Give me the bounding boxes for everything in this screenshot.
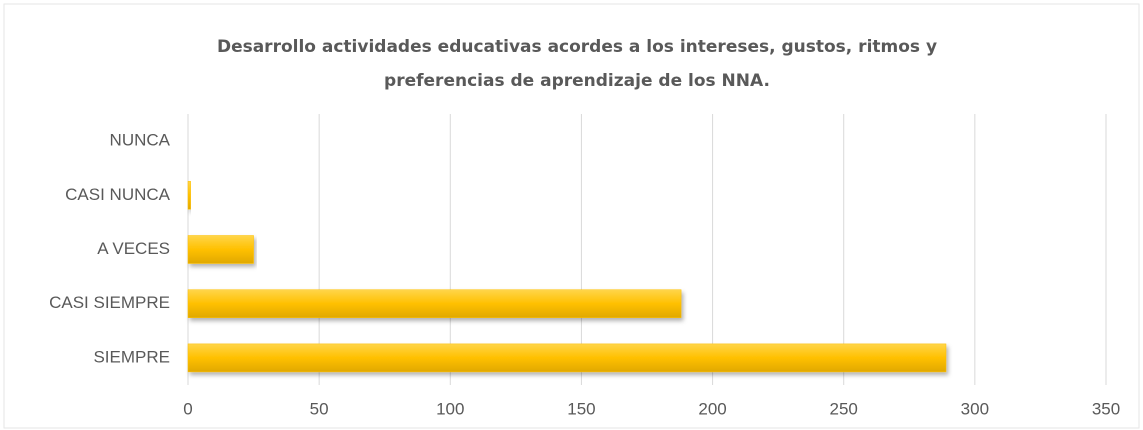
y-tick-label: NUNCA — [110, 131, 171, 150]
x-tick-label: 250 — [830, 399, 858, 418]
bar — [187, 289, 682, 318]
y-tick-label: CASI NUNCA — [65, 185, 171, 204]
y-tick-label: SIEMPRE — [93, 347, 170, 366]
chart-border — [3, 3, 1140, 429]
y-tick-label: CASI SIEMPRE — [49, 293, 170, 312]
bar — [187, 235, 254, 264]
bar — [187, 181, 191, 210]
x-tick-label: 200 — [698, 399, 726, 418]
bar — [187, 343, 947, 373]
y-tick-label: A VECES — [97, 239, 170, 258]
x-tick-label: 350 — [1092, 399, 1120, 418]
x-tick-label: 100 — [436, 399, 464, 418]
x-tick-label: 0 — [183, 399, 192, 418]
chart-title: Desarrollo actividades educativas acorde… — [216, 37, 938, 91]
x-tick-label: 300 — [961, 399, 989, 418]
x-tick-label: 50 — [310, 399, 329, 418]
x-tick-label: 150 — [567, 399, 595, 418]
